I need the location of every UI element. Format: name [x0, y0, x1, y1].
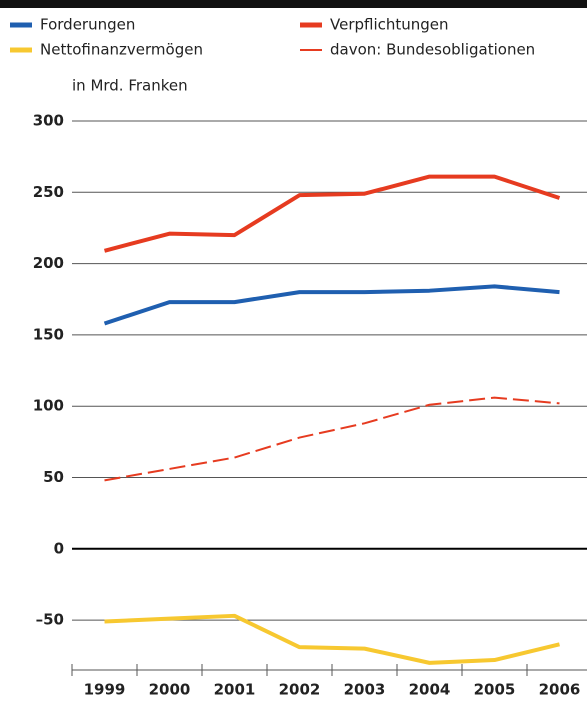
y-tick-label: 200	[33, 254, 64, 272]
unit-label: in Mrd. Franken	[72, 77, 188, 95]
y-tick-label: 150	[33, 325, 64, 343]
x-tick-label: 2006	[539, 681, 581, 699]
line-series	[104, 613, 560, 665]
legend-label: Nettofinanzvermögen	[40, 41, 203, 59]
legend-label: Verpflichtungen	[330, 16, 449, 34]
line-series	[104, 396, 560, 482]
legend-label: davon: Bundesobligationen	[330, 41, 535, 59]
x-tick-label: 2002	[279, 681, 321, 699]
x-tick-label: 2004	[409, 681, 451, 699]
legend-label: Forderungen	[40, 16, 135, 34]
line-series	[103, 174, 561, 253]
x-tick-label: 1999	[84, 681, 126, 699]
y-tick-label: 0	[54, 539, 64, 557]
top-bar	[0, 0, 587, 8]
y-tick-label: 100	[33, 397, 64, 415]
y-tick-label: 50	[43, 468, 64, 486]
x-tick-label: 2003	[344, 681, 386, 699]
x-tick-label: 2000	[149, 681, 191, 699]
y-tick-label: 300	[33, 112, 64, 130]
x-tick-label: 2001	[214, 681, 256, 699]
y-tick-label: 250	[33, 183, 64, 201]
x-tick-label: 2005	[474, 681, 516, 699]
y-tick-label: –50	[36, 611, 64, 629]
line-series	[103, 284, 560, 326]
